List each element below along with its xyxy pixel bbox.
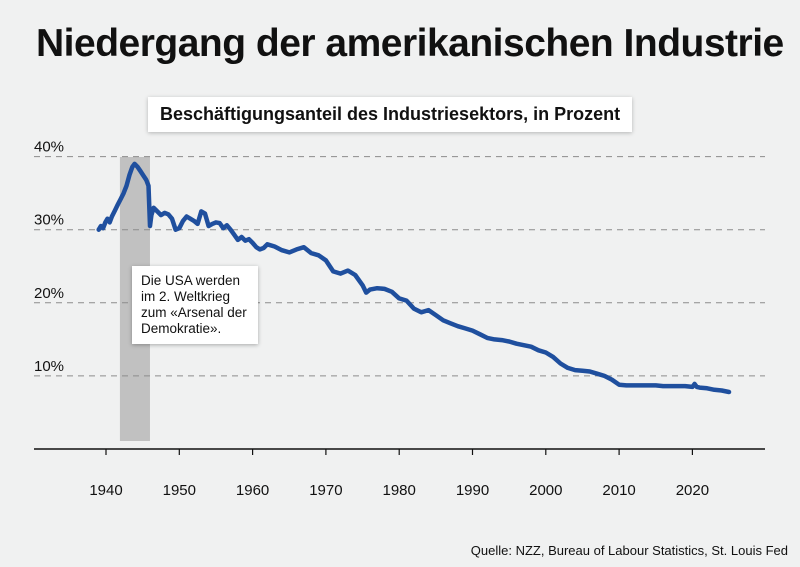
gridlines xyxy=(34,156,765,377)
x-tick-label: 2000 xyxy=(529,482,562,499)
y-tick-label: 10% xyxy=(34,358,64,375)
x-tick-label: 2010 xyxy=(602,482,635,499)
employment-share-line xyxy=(96,161,732,395)
source-note: Quelle: NZZ, Bureau of Labour Statistics… xyxy=(470,543,788,558)
x-tick-label: 1940 xyxy=(89,482,122,499)
x-tick-label: 1990 xyxy=(456,482,489,499)
x-tick-label: 1980 xyxy=(383,482,416,499)
y-tick-label: 20% xyxy=(34,285,64,302)
x-tick-label: 1970 xyxy=(309,482,342,499)
x-tick-label: 1950 xyxy=(163,482,196,499)
x-tick-labels: 1940 1950 1960 1970 1980 1990 2000 2010 2020 xyxy=(89,449,709,499)
chart-title: Niedergang der amerikanischen Industrie xyxy=(36,22,784,65)
chart-subtitle: Beschäftigungsanteil des Industriesektor… xyxy=(148,97,633,132)
x-tick-label: 1960 xyxy=(236,482,269,499)
wwii-annotation: Die USA werden im 2. Weltkrieg zum «Arse… xyxy=(132,266,258,344)
x-tick-label: 2020 xyxy=(676,482,709,499)
y-tick-label: 30% xyxy=(34,212,64,229)
y-tick-labels: 40% 30% 20% 10% xyxy=(34,139,64,375)
y-tick-label: 40% xyxy=(34,139,64,156)
